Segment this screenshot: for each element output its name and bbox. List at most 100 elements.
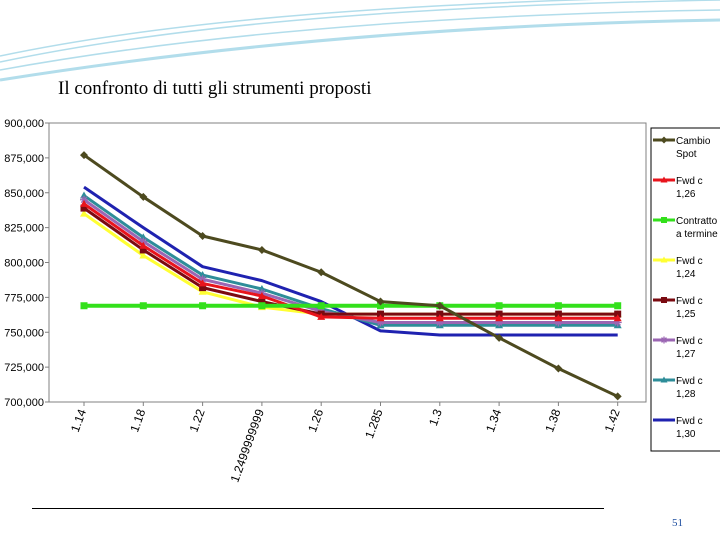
legend-label: Cambio Spot — [676, 136, 711, 160]
data-point — [435, 318, 444, 327]
series-0 — [80, 151, 622, 401]
data-point — [80, 191, 88, 199]
y-tick-label: 750,000 — [4, 327, 44, 339]
legend-item: Fwd c 1,25 — [653, 296, 703, 320]
data-point — [554, 314, 563, 322]
series-line — [83, 153, 619, 398]
data-point — [139, 251, 148, 259]
data-point — [660, 336, 668, 344]
data-point — [139, 246, 147, 254]
legend-label: Fwd c 1,26 — [676, 176, 703, 200]
data-point — [660, 376, 668, 383]
data-point — [661, 217, 667, 223]
series-line — [83, 206, 618, 316]
data-point — [554, 302, 562, 310]
data-point — [660, 176, 668, 183]
data-point — [198, 287, 207, 295]
y-axis: 900,000 875,000 850,000 825,000 800,000 775,0… — [4, 118, 49, 409]
data-point — [495, 302, 503, 310]
data-point — [258, 298, 266, 306]
y-tick-label: 850,000 — [4, 188, 44, 200]
x-tick-label: 1.3 — [426, 407, 445, 428]
legend-item: Contratto a termine — [653, 216, 718, 240]
data-point — [435, 301, 444, 310]
data-point — [317, 302, 325, 310]
data-point — [554, 364, 563, 373]
data-point — [317, 312, 326, 320]
data-point — [139, 237, 148, 246]
data-point — [660, 256, 668, 263]
y-tick-label: 725,000 — [4, 362, 44, 374]
legend-label: Fwd c 1,28 — [676, 376, 703, 400]
data-point — [80, 151, 88, 160]
x-tick-label: 1.18 — [127, 407, 148, 434]
x-axis: 1.14 1.18 1.22 1.2499999999 1.26 1.285 1.3 1.34… — [68, 402, 623, 484]
series-1 — [80, 199, 622, 322]
legend-item: Cambio Spot — [653, 136, 711, 160]
data-point — [613, 318, 622, 327]
data-point — [436, 310, 444, 318]
data-point — [495, 314, 504, 322]
legend-label: Fwd c 1,25 — [676, 296, 703, 320]
y-tick-label: 775,000 — [4, 292, 44, 304]
swoosh-stroke — [0, 0, 720, 63]
page-number: 51 — [672, 517, 683, 529]
swoosh-stroke — [0, 18, 720, 82]
data-point — [199, 284, 207, 292]
y-tick-label: 800,000 — [4, 258, 44, 270]
x-tick-label: 1.42 — [602, 407, 623, 434]
legend-item: Fwd c 1,28 — [653, 376, 703, 400]
data-point — [495, 310, 503, 318]
data-point — [257, 291, 266, 299]
plot-area — [48, 122, 647, 403]
data-point — [495, 333, 504, 342]
x-tick-label: 1.22 — [187, 407, 208, 434]
swoosh-stroke — [0, 0, 595, 57]
data-point — [198, 279, 207, 287]
x-tick-label: 1.38 — [542, 407, 563, 434]
x-tick-label: 1.2499999999 — [228, 407, 268, 484]
line-chart: 900,000 875,000 850,000 825,000 800,000 775,0… — [4, 118, 647, 484]
data-point — [376, 314, 385, 322]
data-point — [614, 302, 622, 310]
legend-label: Fwd c 1,27 — [676, 336, 703, 360]
data-point — [613, 392, 622, 401]
y-tick-label: 900,000 — [4, 118, 44, 130]
footer-divider — [32, 508, 604, 509]
data-point — [257, 245, 266, 254]
decorative-swoosh — [0, 0, 720, 82]
series-4 — [80, 204, 622, 318]
x-tick-label: 1.34 — [483, 407, 504, 434]
x-tick-label: 1.285 — [362, 407, 386, 440]
data-point — [198, 275, 207, 284]
data-point — [139, 241, 148, 249]
data-point — [377, 310, 384, 318]
legend-item: Fwd c 1,24 — [653, 256, 703, 280]
data-point — [198, 231, 207, 240]
legend-label: Fwd c 1,24 — [676, 256, 703, 280]
data-point — [317, 268, 326, 277]
slide-title: Il confronto di tutti gli strumenti prop… — [58, 78, 372, 99]
series-line — [83, 202, 618, 320]
data-point — [80, 209, 88, 217]
data-point — [660, 136, 668, 144]
legend-item: Fwd c 1,30 — [653, 416, 703, 440]
data-point — [614, 310, 622, 318]
y-tick-label: 700,000 — [4, 397, 44, 409]
data-point — [139, 302, 147, 310]
data-point — [80, 199, 88, 207]
swoosh-stroke — [0, 9, 720, 71]
legend-item: Fwd c 1,27 — [653, 336, 703, 360]
data-point — [377, 302, 384, 310]
data-point — [139, 192, 148, 201]
data-point — [257, 285, 266, 293]
data-point — [435, 314, 444, 322]
legend-label: Fwd c 1,30 — [676, 416, 703, 440]
legend-item: Fwd c 1,26 — [653, 176, 703, 200]
data-point — [199, 302, 207, 310]
data-point — [495, 318, 504, 327]
y-tick-label: 825,000 — [4, 223, 44, 235]
data-point — [80, 204, 88, 212]
y-tick-label: 875,000 — [4, 153, 44, 165]
